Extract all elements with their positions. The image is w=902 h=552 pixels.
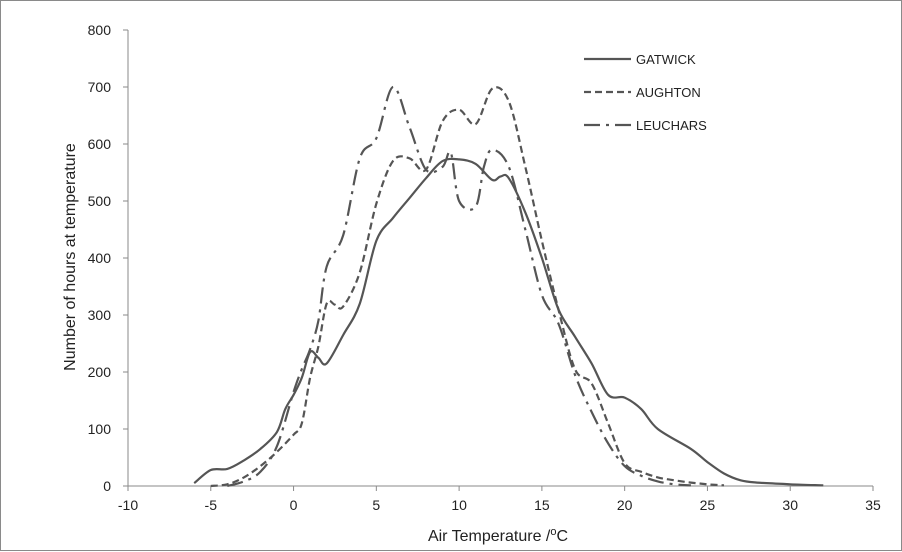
y-tick-label: 600 [88,136,112,152]
series-line-leuchars [226,85,691,488]
legend-label-gatwick: GATWICK [636,52,696,67]
x-axis-title-superscript: o [550,526,556,538]
x-tick-label: -5 [205,497,218,513]
x-axis-title: Air Temperature /oC [428,526,568,545]
x-tick-label: 20 [617,497,633,513]
x-tick-label: 0 [290,497,298,513]
series-line-gatwick [193,157,824,487]
x-tick-label: 5 [372,497,380,513]
legend: GATWICK AUGHTON LEUCHARS [584,52,707,133]
x-tick-label: -10 [118,497,138,513]
series-layer [193,85,824,488]
y-tick-label: 300 [88,307,112,323]
y-tick-label: 700 [88,79,112,95]
y-axis-title: Number of hours at temperature [62,143,79,371]
y-tick-label: 200 [88,364,112,380]
x-axis-ticks: -10 -5 0 5 10 15 20 25 30 35 [118,486,881,513]
y-tick-label: 500 [88,193,112,209]
x-tick-label: 30 [782,497,798,513]
x-tick-label: 25 [700,497,716,513]
chart-axes [127,30,873,487]
legend-label-leuchars: LEUCHARS [636,118,707,133]
series-line-aughton [210,86,725,488]
y-tick-label: 100 [88,421,112,437]
y-tick-label: 0 [103,478,111,494]
legend-label-aughton: AUGHTON [636,85,701,100]
x-axis-title-text: Air Temperature / [428,528,551,545]
y-tick-label: 400 [88,250,112,266]
y-tick-label: 800 [88,22,112,38]
x-tick-label: 10 [451,497,467,513]
y-axis-ticks: 0 100 200 300 400 500 600 700 800 [88,22,128,494]
x-axis-title-unit: C [556,528,568,545]
x-tick-label: 15 [534,497,550,513]
x-tick-label: 35 [865,497,881,513]
